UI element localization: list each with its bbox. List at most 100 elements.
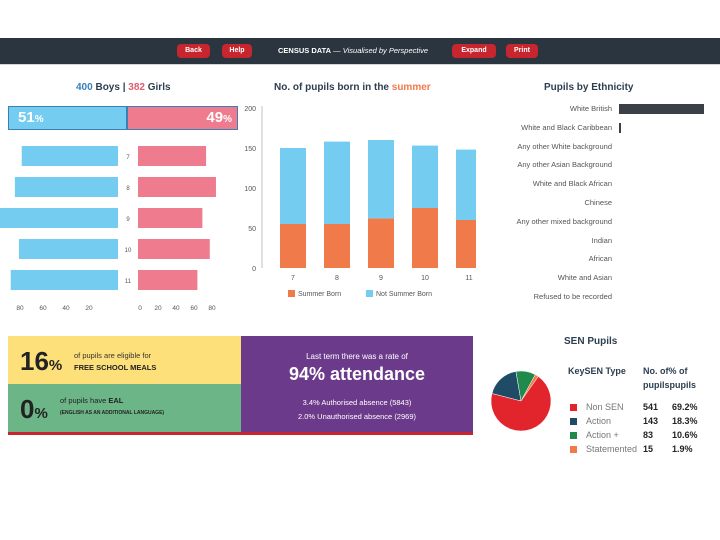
boys-age-bar xyxy=(14,177,118,197)
sen-type-label: Non SEN xyxy=(586,402,624,412)
sen-pct: 69.2% xyxy=(672,402,698,412)
girls-age-bar xyxy=(138,270,198,290)
ethnicity-label: Any other Asian Background xyxy=(517,160,612,170)
age-label: 8 xyxy=(126,186,130,192)
fsm-pct: % xyxy=(48,357,63,374)
sen-row: Non SEN 541 69.2% xyxy=(568,402,718,415)
summer-title-highlight: summer xyxy=(391,82,431,93)
ethnicity-label: Chinese xyxy=(584,198,612,207)
sen-title: SEN Pupils xyxy=(564,336,618,347)
boys-pct: 51% xyxy=(18,109,44,126)
sen-col-pupils: pupilspupils xyxy=(643,380,696,390)
ethnicity-row: White and Black Caribbean xyxy=(478,121,720,135)
fsm-panel: 16% of pupils are eligible for FREE SCHO… xyxy=(8,336,241,384)
summer-y-tick: 50 xyxy=(248,226,256,233)
ethnicity-label: White and Black African xyxy=(532,179,612,189)
help-button[interactable]: Help xyxy=(222,44,252,58)
print-button[interactable]: Print xyxy=(506,44,538,58)
gender-split-bar: 51% 49% xyxy=(8,106,238,130)
sen-col-key-text: Key xyxy=(568,366,585,376)
sen-col-type-text: SEN Type xyxy=(584,366,626,376)
ethnicity-chart: White British White and Black Caribbean An… xyxy=(478,102,720,307)
page-title: CENSUS DATA — Visualised by Perspective xyxy=(278,44,428,58)
boys-pct-value: 51 xyxy=(18,109,35,126)
sen-type-label: Action xyxy=(586,416,612,426)
girls-share-bar xyxy=(127,106,238,130)
expand-button[interactable]: Expand xyxy=(452,44,496,58)
not-summer-born-bar xyxy=(280,148,306,224)
girls-age-bar xyxy=(138,208,203,228)
ethnicity-bar xyxy=(619,122,621,133)
girls-count: 382 xyxy=(128,82,145,93)
pyramid-tick-right: 60 xyxy=(190,305,198,312)
ethnicity-label: Any other mixed background xyxy=(516,216,612,226)
summer-born-bar xyxy=(412,208,438,268)
girls-pct-sign: % xyxy=(223,114,232,125)
sen-row: Statemented 15 1.9% xyxy=(568,444,718,457)
sen-row: Action + 83 10.6% xyxy=(568,430,718,443)
pyramid-tick-right: 0 xyxy=(138,305,142,312)
fsm-text-line1: of pupils are eligible for xyxy=(74,351,152,360)
title-dash: — xyxy=(331,46,343,55)
sen-table: Non SEN 541 69.2% Action 143 18.3% Action + 83 1… xyxy=(568,402,718,466)
back-button[interactable]: Back xyxy=(177,44,210,58)
age-label: 10 xyxy=(125,248,132,254)
summer-x-tick: 10 xyxy=(421,275,429,282)
summer-x-tick: 7 xyxy=(291,275,295,282)
age-label: 11 xyxy=(125,279,132,285)
ethnicity-row: Chinese xyxy=(478,196,720,210)
sen-col-key: KeySEN Type xyxy=(568,366,626,376)
summer-y-tick: 200 xyxy=(244,106,256,113)
ethnicity-row: White and Black African xyxy=(478,177,720,191)
eal-text-prefix: of pupils have xyxy=(60,396,109,405)
sen-key-swatch xyxy=(570,446,577,453)
title-italic: Visualised by Perspective xyxy=(342,46,429,55)
not-summer-born-bar xyxy=(456,149,476,220)
pyramid-tick-left: 40 xyxy=(62,305,70,312)
summer-x-tick: 11 xyxy=(465,275,472,282)
fsm-text-line2: FREE SCHOOL MEALS xyxy=(74,363,157,372)
ethnicity-label: Indian xyxy=(591,235,612,245)
ethnicity-title: Pupils by Ethnicity xyxy=(544,82,634,93)
not-summer-born-bar xyxy=(368,140,394,219)
girls-age-bar xyxy=(138,239,210,259)
ethnicity-bar xyxy=(619,104,704,114)
ethnicity-row: Any other White background xyxy=(478,140,720,154)
summer-born-chart: 0 50 100 150 200 7 8 9 10 11 Summer Born Not Summer… xyxy=(244,106,476,298)
sen-key-swatch xyxy=(570,432,577,439)
fsm-stat: 16% xyxy=(20,346,62,377)
ethnicity-row: Indian xyxy=(478,234,720,248)
eal-panel: 0% of pupils have EAL (ENGLISH AS AN ADD… xyxy=(8,384,241,432)
sen-col-pupils1: pupils xyxy=(643,380,670,390)
sen-key-swatch xyxy=(570,418,577,425)
summer-y-tick: 0 xyxy=(252,266,256,273)
summer-title-prefix: No. of pupils born in the xyxy=(274,82,392,93)
sen-col-pct-text: % of xyxy=(668,366,688,376)
authorised-absence: 3.4% Authorised absence (5843) xyxy=(302,398,412,407)
eal-pct: % xyxy=(34,405,48,422)
sen-col-no-text: No. of xyxy=(643,366,669,376)
fsm-value: 16 xyxy=(20,346,49,376)
pyramid-tick-left: 80 xyxy=(16,305,24,312)
girls-age-bar xyxy=(138,146,207,166)
sen-pct: 18.3% xyxy=(672,416,698,426)
eal-text-line1: of pupils have EAL xyxy=(60,396,123,405)
attendance-suffix: attendance xyxy=(325,364,426,384)
summer-x-tick: 8 xyxy=(335,275,339,282)
sen-count: 15 xyxy=(643,444,654,454)
sen-pie-slice xyxy=(490,376,552,432)
age-pyramid-chart: 7 8 9 10 11 80 60 40 20 0 20 40 60 80 xyxy=(0,146,216,312)
sen-row: Action 143 18.3% xyxy=(568,416,718,429)
boys-age-bar xyxy=(0,208,118,228)
ethnicity-label: Any other White background xyxy=(517,141,612,151)
ethnicity-label: African xyxy=(588,254,612,264)
ethnicity-row: Any other Asian Background xyxy=(478,158,720,172)
girls-label: Girls xyxy=(144,82,171,93)
pyramid-tick-right: 80 xyxy=(208,305,216,312)
pyramid-tick-right: 40 xyxy=(172,305,180,312)
unauthorised-absence: 2.0% Unauthorised absence (2969) xyxy=(298,412,416,421)
summer-born-bar xyxy=(368,218,394,268)
girls-age-bar xyxy=(138,177,216,197)
not-summer-born-bar xyxy=(324,141,350,224)
boys-age-bar xyxy=(21,146,118,166)
